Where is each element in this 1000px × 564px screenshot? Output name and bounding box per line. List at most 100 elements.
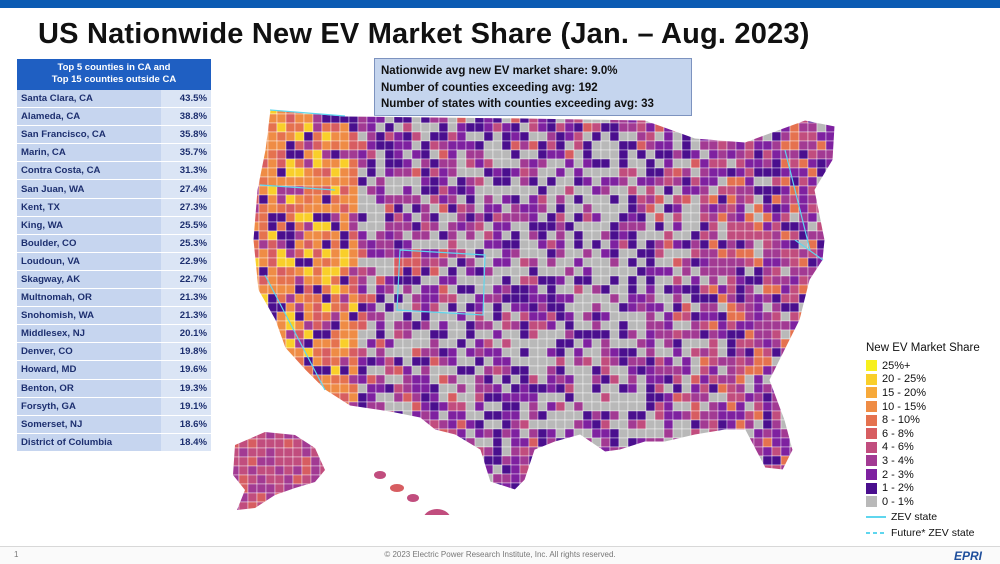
county-cell <box>465 302 476 313</box>
county-cell <box>672 338 683 349</box>
county-cell <box>825 266 835 277</box>
county-cell <box>456 347 467 358</box>
county-cell <box>357 158 368 169</box>
county-cell <box>465 410 476 421</box>
county-cell <box>609 212 620 223</box>
county-cell <box>276 110 287 115</box>
county-cell <box>438 428 449 439</box>
county-cell <box>726 113 737 124</box>
county-cell <box>735 293 746 304</box>
county-cell <box>771 239 782 250</box>
county-cell <box>798 110 809 115</box>
county-cell <box>663 329 674 340</box>
county-cell <box>753 338 764 349</box>
county-cell <box>555 176 566 187</box>
county-cell <box>834 122 835 133</box>
county-cell <box>834 248 835 259</box>
county-cell <box>492 374 503 385</box>
county-cell <box>609 401 620 412</box>
county-cell <box>825 464 835 475</box>
county-cell <box>825 176 835 187</box>
county-cell <box>690 140 701 151</box>
county-cell <box>285 140 296 151</box>
alaska-cell <box>283 492 294 503</box>
county-cell <box>735 365 746 376</box>
alaska-cell <box>265 474 276 485</box>
county-cell <box>627 455 638 466</box>
county-cell <box>456 329 467 340</box>
county-cell <box>609 176 620 187</box>
county-cell <box>411 284 422 295</box>
county-cell <box>789 374 800 385</box>
table-row: Howard, MD 19.6% <box>17 360 211 380</box>
county-cell <box>591 158 602 169</box>
county-cell <box>582 239 593 250</box>
county-cell <box>295 492 304 501</box>
county-cell <box>474 110 485 115</box>
county-cell <box>276 284 287 295</box>
county-cell <box>798 347 809 358</box>
county-cell <box>429 473 440 484</box>
county-cell <box>537 239 548 250</box>
county-cell <box>510 257 521 268</box>
county-cell <box>555 149 566 160</box>
county-cell <box>375 248 386 259</box>
county-cell <box>816 419 827 430</box>
county-cell <box>591 284 602 295</box>
county-cell <box>438 338 449 349</box>
county-cell <box>681 464 692 475</box>
county-cell <box>573 365 584 376</box>
county-cell <box>654 131 665 142</box>
county-cell <box>717 239 728 250</box>
county-cell <box>672 356 683 367</box>
county-cell <box>564 122 575 133</box>
county-cell <box>735 302 746 313</box>
county-cell <box>735 185 746 196</box>
county-cell <box>618 158 629 169</box>
county-cell <box>510 284 521 295</box>
county-cell <box>834 257 835 268</box>
county-cell <box>699 320 710 331</box>
county-cell <box>258 203 269 214</box>
county-cell <box>609 482 620 490</box>
county-cell <box>735 356 746 367</box>
county-cell <box>654 167 665 178</box>
county-cell <box>285 347 296 358</box>
county-cell <box>447 257 458 268</box>
county-cell <box>411 437 422 448</box>
county-cell <box>330 140 341 151</box>
county-cell <box>762 158 773 169</box>
county-cell <box>519 110 530 115</box>
county-cell <box>474 221 485 232</box>
county-cell <box>744 302 755 313</box>
county-cell <box>321 149 332 160</box>
county-cell <box>618 167 629 178</box>
county-cell <box>789 275 800 286</box>
county-cell <box>753 149 764 160</box>
county-name: Skagway, AK <box>17 270 162 290</box>
county-cell <box>564 311 575 322</box>
county-cell <box>357 248 368 259</box>
table-row: Boulder, CO 25.3% <box>17 234 211 253</box>
county-cell <box>546 185 557 196</box>
county-cell <box>834 401 835 412</box>
county-cell <box>735 212 746 223</box>
county-cell <box>618 113 629 124</box>
county-cell <box>690 365 701 376</box>
county-cell <box>618 221 629 232</box>
county-cell <box>267 131 278 142</box>
county-cell <box>294 221 305 232</box>
county-cell <box>330 221 341 232</box>
map-legend: New EV Market Share 25%+ 20 - 25% 15 - 20%… <box>866 342 996 541</box>
county-cell <box>618 203 629 214</box>
county-cell <box>654 455 665 466</box>
county-cell <box>474 194 485 205</box>
county-cell <box>285 203 296 214</box>
county-cell <box>807 320 818 331</box>
county-cell <box>267 239 278 250</box>
county-cell <box>447 473 458 484</box>
county-cell <box>510 464 521 475</box>
county-cell <box>294 230 305 241</box>
county-cell <box>258 194 269 205</box>
county-cell <box>708 419 719 430</box>
